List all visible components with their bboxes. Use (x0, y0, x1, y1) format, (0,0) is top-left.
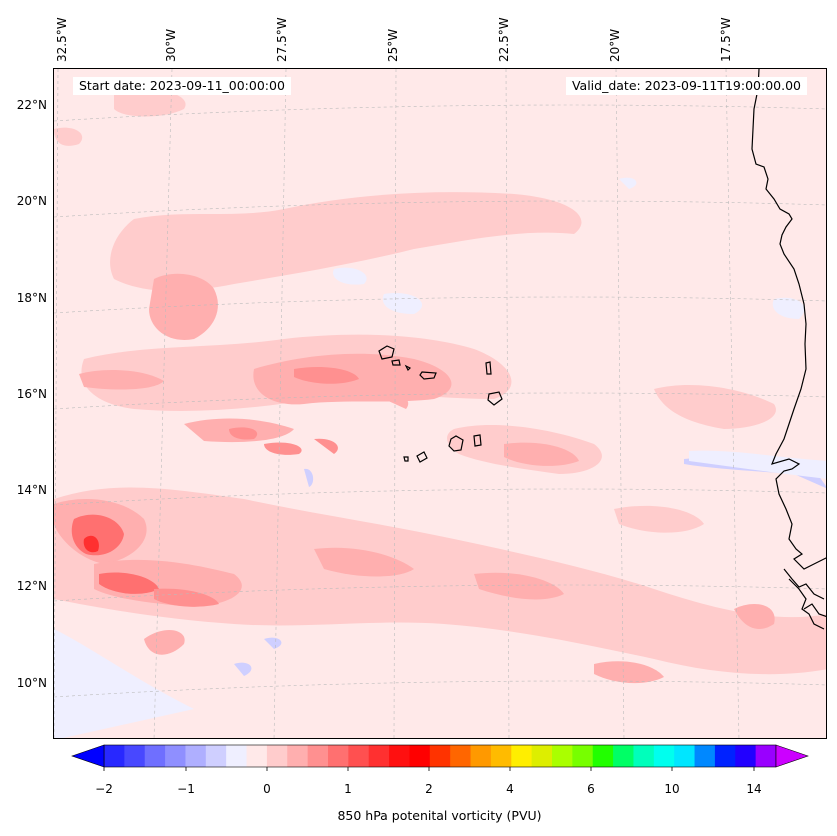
valid-date-label: Valid_date: 2023-09-11T19:00:00.00 (565, 77, 807, 95)
colorbar-tick-label: 0 (263, 782, 271, 796)
colorbar-swatch (266, 745, 288, 767)
colorbar-swatch (246, 745, 268, 767)
potential-vorticity-map (54, 69, 826, 738)
colorbar-swatch (755, 745, 777, 767)
colorbar-swatch (307, 745, 329, 767)
west-africa-coastline (751, 69, 826, 630)
colorbar-swatch (205, 745, 227, 767)
latitude-label: 20°N (16, 194, 47, 208)
latitude-label: 10°N (16, 676, 47, 690)
colorbar-tick-label: 10 (664, 782, 680, 796)
colorbar-swatch (429, 745, 451, 767)
colorbar-extend-max (775, 744, 809, 768)
graticule (54, 69, 826, 738)
start-date-label: Start date: 2023-09-11_00:00:00 (73, 77, 291, 95)
colorbar-swatch (694, 745, 716, 767)
colorbar-swatch (226, 745, 248, 767)
colorbar-swatch (287, 745, 309, 767)
colorbar-swatch (328, 745, 349, 767)
colorbar (71, 744, 809, 771)
longitude-label: 27.5°W (275, 17, 289, 62)
colorbar-label: 850 hPa potenital vorticity (PVU) (337, 808, 542, 823)
colorbar-swatch (368, 745, 390, 767)
longitude-label: 25°W (386, 28, 400, 62)
colorbar-swatch (714, 745, 736, 767)
colorbar-swatch (490, 745, 512, 767)
colorbar-swatch (735, 745, 757, 767)
colorbar-swatch (389, 745, 410, 767)
colorbar-tick-label: 6 (587, 782, 595, 796)
longitude-label: 17.5°W (719, 17, 733, 62)
latitude-label: 16°N (16, 387, 47, 401)
colorbar-tick-label: 14 (746, 782, 762, 796)
colorbar-tick-label: 1 (344, 782, 352, 796)
colorbar-swatch (470, 745, 492, 767)
high-pv-areas (71, 367, 359, 607)
map-panel (53, 68, 827, 739)
latitude-label: 12°N (16, 579, 47, 593)
colorbar-swatch (613, 745, 634, 767)
colorbar-tick-label: −2 (95, 782, 113, 796)
longitude-label: 32.5°W (55, 17, 69, 62)
negative-pv-areas (54, 177, 826, 738)
colorbar-swatch (104, 745, 125, 767)
colorbar-swatch (185, 745, 207, 767)
colorbar-swatch (450, 745, 472, 767)
latitude-label: 14°N (16, 483, 47, 497)
colorbar-swatch (531, 745, 553, 767)
colorbar-swatch (511, 745, 533, 767)
colorbar-swatch (552, 745, 573, 767)
longitude-label: 30°W (164, 28, 178, 62)
colorbar-swatch (144, 745, 166, 767)
colorbar-tick-label: 2 (425, 782, 433, 796)
colorbar-swatch (674, 745, 696, 767)
colorbar-swatch (124, 745, 146, 767)
colorbar-tick-label: −1 (177, 782, 195, 796)
colorbar-swatch (348, 745, 370, 767)
colorbar-swatch (165, 745, 186, 767)
colorbar-tick-label: 4 (506, 782, 514, 796)
colorbar-swatch (572, 745, 594, 767)
colorbar-swatch (633, 745, 655, 767)
longitude-label: 22.5°W (497, 17, 511, 62)
cape-verde-islands (378, 345, 503, 463)
colorbar-swatch (653, 745, 675, 767)
longitude-label: 20°W (608, 28, 622, 62)
latitude-label: 18°N (16, 291, 47, 305)
colorbar-swatch (592, 745, 614, 767)
latitude-label: 22°N (16, 98, 47, 112)
colorbar-swatch (409, 745, 431, 767)
colorbar-extend-min (71, 744, 105, 768)
